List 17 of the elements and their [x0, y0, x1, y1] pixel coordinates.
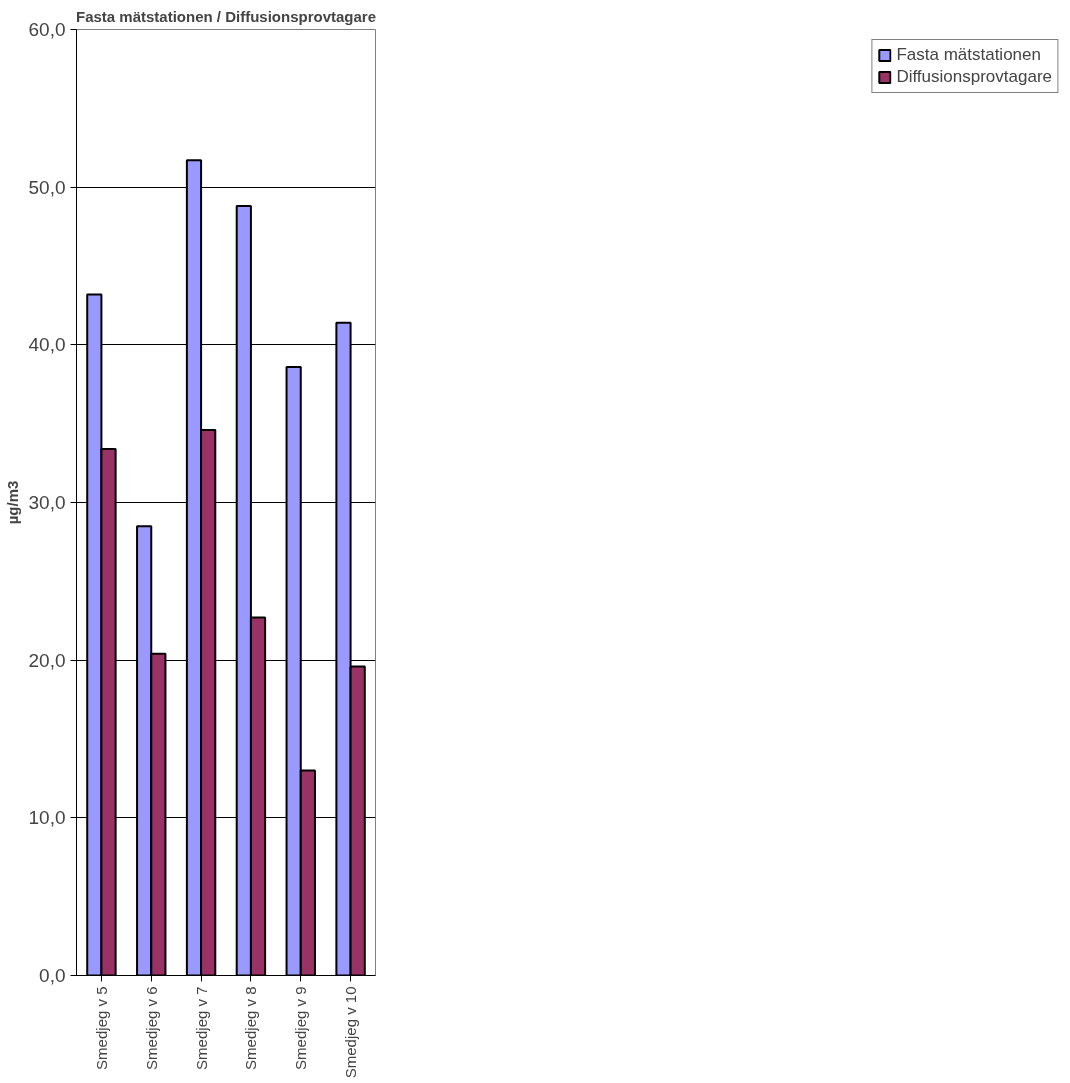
chart-title: Fasta mätstationen / Diffusionsprovtagare [75, 7, 377, 25]
y-tick-label: 20,0 [28, 649, 66, 671]
x-tick-label: Smedjeg v 5 [92, 986, 110, 1070]
legend-label: Fasta mätstationen [896, 45, 1041, 65]
y-tick-label: 10,0 [28, 807, 66, 829]
y-axis-title: µg/m3 [3, 480, 21, 525]
y-tick-label: 0,0 [39, 965, 66, 986]
x-tick-label: Smedjeg v 7 [192, 986, 210, 1070]
y-tick-label: 50,0 [28, 176, 66, 198]
y-tick-label: 60,0 [28, 19, 66, 40]
y-tick-label: 30,0 [28, 492, 66, 513]
x-tick-label: Smedjeg v 8 [242, 986, 260, 1070]
legend-label: Diffusionsprovtagare [896, 67, 1052, 87]
y-tick-label: 40,0 [28, 334, 66, 356]
x-tick-label: Smedjeg v 10 [342, 986, 360, 1079]
x-tick-label: Smedjeg v 6 [142, 986, 160, 1070]
x-tick-label: Smedjeg v 9 [292, 986, 310, 1070]
